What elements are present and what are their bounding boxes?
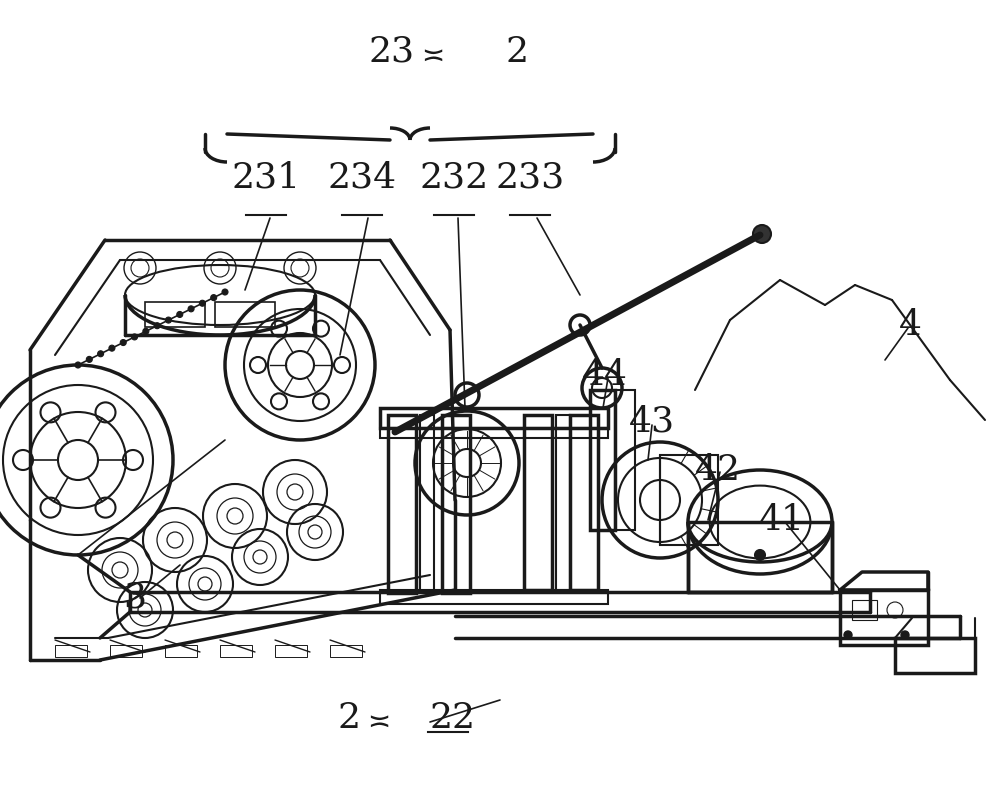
Bar (688, 522, 832, 592)
Bar (380, 590, 608, 604)
Circle shape (188, 306, 194, 312)
Bar (145, 302, 205, 327)
Circle shape (222, 289, 228, 295)
Circle shape (132, 334, 138, 340)
Circle shape (120, 339, 126, 345)
Bar (524, 415, 552, 590)
Circle shape (98, 351, 104, 357)
Bar (570, 415, 598, 590)
Text: $\asymp$: $\asymp$ (416, 42, 444, 68)
Circle shape (901, 631, 909, 639)
Circle shape (165, 317, 171, 323)
Text: 2: 2 (505, 35, 528, 69)
Text: $\asymp$: $\asymp$ (362, 708, 390, 734)
Text: 3: 3 (123, 581, 147, 615)
Text: 232: 232 (419, 161, 489, 195)
Bar (330, 645, 362, 657)
Text: 23: 23 (369, 35, 415, 69)
Bar (380, 428, 608, 438)
Circle shape (211, 294, 217, 301)
Bar (215, 302, 275, 327)
Bar (615, 390, 635, 530)
Circle shape (177, 312, 183, 317)
Bar (442, 415, 470, 593)
Bar (840, 590, 928, 645)
Bar (895, 638, 975, 673)
Bar (380, 408, 608, 428)
Bar (55, 645, 87, 657)
Bar (590, 390, 615, 530)
Bar (420, 415, 434, 593)
Bar (556, 415, 570, 590)
Circle shape (844, 631, 852, 639)
Text: 234: 234 (327, 161, 397, 195)
Bar (852, 600, 877, 620)
Bar (220, 645, 252, 657)
Bar (165, 645, 197, 657)
Circle shape (109, 345, 115, 351)
Text: 231: 231 (231, 161, 301, 195)
Text: 44: 44 (582, 358, 628, 392)
Bar (660, 455, 718, 545)
Circle shape (199, 300, 205, 306)
Text: 42: 42 (695, 453, 741, 487)
Text: 4: 4 (898, 308, 922, 342)
Circle shape (753, 225, 771, 243)
Text: 43: 43 (629, 405, 675, 439)
Circle shape (755, 550, 765, 560)
Circle shape (75, 362, 81, 368)
Bar (110, 645, 142, 657)
Circle shape (154, 323, 160, 329)
Text: 41: 41 (759, 503, 805, 537)
Text: 2: 2 (337, 701, 360, 735)
Circle shape (86, 357, 92, 362)
Bar (275, 645, 307, 657)
Circle shape (143, 328, 149, 334)
Text: 22: 22 (430, 701, 476, 735)
Bar (388, 415, 416, 593)
Text: 233: 233 (495, 161, 565, 195)
